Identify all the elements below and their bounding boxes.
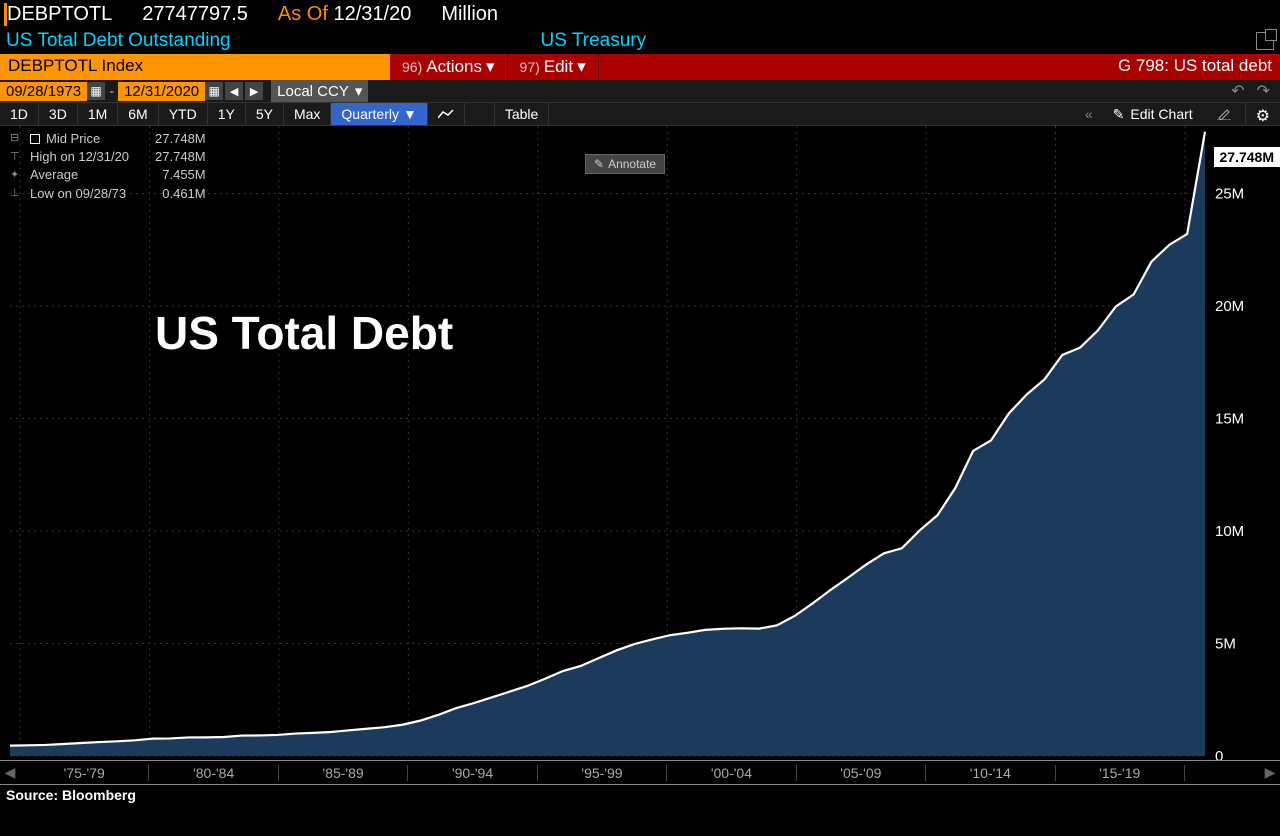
last-value-badge: 27.748M [1214,147,1280,167]
legend-high-icon: ⊤ [10,150,24,165]
tree-toggle-icon[interactable]: ⊟ [10,131,24,146]
x-tick-group: '75-'79 [20,765,149,781]
chart-svg: 0 5M 10M 15M 20M 25M [0,126,1280,760]
actions-num: 96) [402,59,422,75]
edit-pencil-icon [1217,108,1233,120]
annotate-dropdown[interactable]: ✎ Annotate [585,154,665,174]
toolbar-separator [465,103,495,125]
asof-label: As Of [278,3,328,25]
legend-low-value: 0.461M [142,185,205,203]
line-chart-icon [438,108,454,120]
legend-box: ⊟ Mid Price 27.748M ⊤ High on 12/31/20 2… [10,130,206,203]
action-bar: DEBPTOTL Index 96) Actions ▾ 97) Edit ▾ … [0,54,1280,80]
edit-label: Edit [544,57,573,77]
chart-id-label: G 798: US total debt [1110,54,1280,80]
range-button-1m[interactable]: 1M [78,103,118,125]
scroll-left-button[interactable]: ◀ [0,764,20,781]
source-attribution: Source: Bloomberg [0,784,1280,806]
settings-button[interactable]: ⚙ [1245,103,1280,125]
edit-num: 97) [520,59,540,75]
range-button-1d[interactable]: 1D [0,103,39,125]
undo-button[interactable]: ↶ [1227,81,1248,101]
edit-chart-secondary[interactable] [1205,103,1245,125]
svg-text:25M: 25M [1215,186,1244,203]
ticker-symbol: DEBPTOTL [4,3,112,26]
date-next-button[interactable]: ▶ [245,82,263,100]
svg-text:20M: 20M [1215,298,1244,315]
scroll-right-button[interactable]: ▶ [1260,764,1280,781]
edit-menu[interactable]: 97) Edit ▾ [508,54,599,80]
legend-high-label: High on 12/31/20 [30,148,129,166]
x-tick-group: '80-'84 [149,765,278,781]
date-range-bar: 09/28/1973 ▦ - 12/31/2020 ▦ ◀ ▶ Local CC… [0,80,1280,102]
legend-avg-value: 7.455M [142,166,205,184]
legend-mid-label: Mid Price [46,130,100,148]
asof-date: 12/31/20 [333,3,411,25]
table-button[interactable]: Table [495,103,549,125]
chevron-down-icon: ▾ [577,57,586,77]
annotate-label: Annotate [608,157,656,171]
chart-toolbar: 1D3D1M6MYTD1Y5YMax Quarterly ▼ Table « ✎… [0,102,1280,126]
chevron-down-icon: ▾ [355,82,363,100]
range-button-ytd[interactable]: YTD [159,103,208,125]
collapse-button[interactable]: « [1077,103,1101,125]
x-tick-group: '95-'99 [538,765,667,781]
legend-mid-value: 27.748M [135,130,206,148]
calendar-icon[interactable]: ▦ [205,82,223,100]
legend-color-swatch [30,134,40,144]
x-tick-group: '00-'04 [667,765,796,781]
gear-icon: ⚙ [1256,108,1270,125]
legend-avg-label: Average [30,166,78,184]
calendar-icon[interactable]: ▦ [87,82,105,100]
data-source-name: US Treasury [541,30,647,52]
unit-label: Million [441,3,498,26]
range-button-3d[interactable]: 3D [39,103,78,125]
x-tick-group: '05-'09 [797,765,926,781]
edit-chart-button[interactable]: ✎ Edit Chart [1101,103,1205,125]
currency-label: Local CCY [277,83,349,100]
legend-high-value: 27.748M [135,148,206,166]
date-from-input[interactable]: 09/28/1973 [0,82,87,101]
svg-text:5M: 5M [1215,636,1236,653]
date-to-input[interactable]: 12/31/2020 [118,82,205,101]
x-tick-group: '10-'14 [926,765,1055,781]
pencil-icon: ✎ [1113,106,1125,123]
x-tick-group: '15-'19 [1056,765,1185,781]
actions-menu[interactable]: 96) Actions ▾ [390,54,508,80]
range-button-5y[interactable]: 5Y [246,103,284,125]
svg-text:15M: 15M [1215,411,1244,428]
svg-text:10M: 10M [1215,523,1244,540]
redo-button[interactable]: ↷ [1253,81,1274,101]
period-label: Quarterly [341,106,399,122]
ticker-value: 27747797.5 [142,3,248,26]
legend-low-icon: ⊥ [10,186,24,201]
edit-chart-label: Edit Chart [1130,106,1192,122]
date-separator: - [105,83,118,100]
chart-type-button[interactable] [428,103,465,125]
ticker-index-box[interactable]: DEBPTOTL Index [0,54,390,80]
range-button-max[interactable]: Max [284,103,331,125]
pencil-icon: ✎ [594,157,604,171]
chart-title: US Total Debt [155,306,453,360]
currency-dropdown[interactable]: Local CCY ▾ [271,80,368,102]
range-button-6m[interactable]: 6M [118,103,158,125]
chart-area[interactable]: 0 5M 10M 15M 20M 25M ⊟ Mid Price 27.748M ⊤ Hi… [0,126,1280,760]
legend-low-label: Low on 09/28/73 [30,185,126,203]
header-row: DEBPTOTL 27747797.5 As Of 12/31/20 Milli… [0,0,1280,28]
popout-icon[interactable] [1256,32,1274,50]
legend-avg-icon: ✦ [10,168,24,183]
x-tick-group: '85-'89 [279,765,408,781]
security-description: US Total Debt Outstanding [6,30,231,52]
chevron-down-icon: ▾ [486,57,495,77]
x-tick-group: '90-'94 [408,765,537,781]
date-prev-button[interactable]: ◀ [225,82,243,100]
svg-text:0: 0 [1215,748,1223,760]
subheader-row: US Total Debt Outstanding US Treasury [0,28,1280,54]
chevron-down-icon: ▼ [403,106,417,122]
range-button-1y[interactable]: 1Y [208,103,246,125]
period-dropdown[interactable]: Quarterly ▼ [331,103,427,125]
x-axis: ◀ '75-'79'80-'84'85-'89'90-'94'95-'99'00… [0,760,1280,784]
actions-label: Actions [426,57,482,77]
